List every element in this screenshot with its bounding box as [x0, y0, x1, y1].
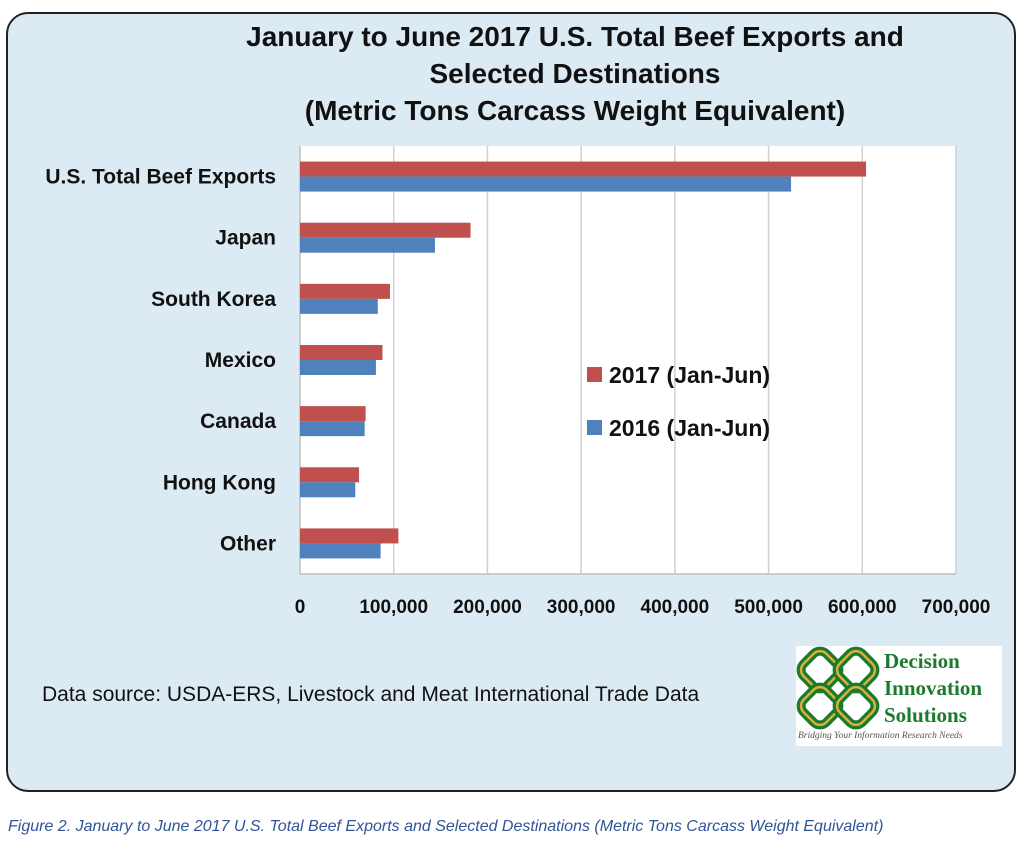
x-tick-label: 600,000 [828, 597, 897, 618]
bar [300, 543, 381, 559]
legend-label: 2017 (Jan-Jun) [609, 362, 770, 388]
x-tick-label: 0 [295, 597, 306, 618]
x-tick-label: 500,000 [734, 597, 803, 618]
legend-label: 2016 (Jan-Jun) [609, 415, 770, 441]
legend-swatch [587, 420, 602, 435]
x-tick-label: 400,000 [641, 597, 710, 618]
bar [300, 176, 792, 192]
chart-title-line-2: Selected Destinations [429, 58, 721, 89]
logo-wordmark: Decision Innovation Solutions [884, 648, 982, 729]
logo-word-2: Innovation [884, 676, 983, 700]
legend-swatch [587, 367, 602, 382]
bar [300, 421, 365, 437]
logo-tagline: Bridging Your Information Research Needs [798, 731, 963, 741]
bar [300, 283, 390, 299]
chart-title-line-1: January to June 2017 U.S. Total Beef Exp… [246, 21, 904, 52]
bar [300, 161, 867, 177]
logo-word-1: Decision [884, 649, 960, 673]
x-tick-label: 700,000 [922, 597, 991, 618]
knot-logo-icon [796, 646, 880, 730]
category-label: Japan [215, 227, 276, 250]
category-label: Canada [200, 410, 276, 433]
category-label: Other [220, 532, 276, 555]
data-source-note: Data source: USDA-ERS, Livestock and Mea… [42, 683, 700, 706]
bar [300, 237, 435, 253]
chart-title: January to June 2017 U.S. Total Beef Exp… [150, 18, 1000, 129]
company-logo: Decision Innovation Solutions Bridging Y… [796, 646, 1002, 746]
category-label: South Korea [151, 288, 276, 311]
bar [300, 222, 471, 238]
category-label: U.S. Total Beef Exports [45, 166, 276, 189]
logo-word-3: Solutions [884, 703, 967, 727]
x-tick-label: 100,000 [359, 597, 428, 618]
bar [300, 298, 378, 314]
category-label: Hong Kong [163, 471, 276, 494]
bar [300, 482, 356, 498]
bar [300, 345, 383, 360]
bar [300, 528, 399, 544]
figure-caption: Figure 2. January to June 2017 U.S. Tota… [8, 818, 884, 835]
x-tick-label: 200,000 [453, 597, 522, 618]
bar [300, 406, 366, 422]
bar [300, 360, 376, 375]
x-tick-label: 300,000 [547, 597, 616, 618]
category-label: Mexico [205, 349, 276, 372]
chart-title-line-3: (Metric Tons Carcass Weight Equivalent) [304, 95, 846, 126]
plot-area [300, 146, 956, 574]
bar [300, 467, 360, 483]
